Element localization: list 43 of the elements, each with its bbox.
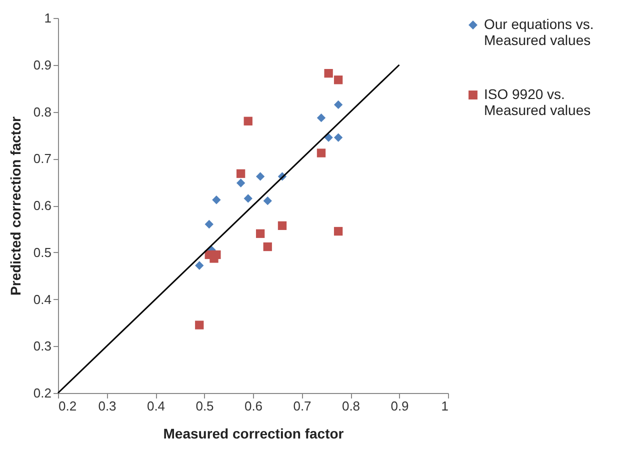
x-axis-title: Measured correction factor [163,426,344,442]
point [195,261,204,270]
x-tick-label: 1 [441,398,448,414]
point [236,169,246,178]
x-tick-label: 0.4 [146,398,166,414]
point [278,221,287,230]
x-tick-label: 0.2 [58,398,77,414]
y-tick-label: 0.9 [33,57,52,72]
point [212,250,221,260]
point [244,194,252,203]
x-tick-label: 0.3 [98,398,116,414]
point [195,320,204,330]
point [263,196,272,206]
x-tick-label: 0.6 [244,398,263,414]
x-tick-label: 0.9 [390,398,409,414]
y-tick-label: 0.4 [33,292,52,307]
point [256,229,265,238]
y-tick-label: 1 [44,10,52,26]
point [316,114,326,122]
point [212,196,221,204]
point [263,242,272,252]
point [334,133,343,142]
point [316,148,326,158]
point [256,172,265,181]
point [204,220,214,229]
y-tick-label: 0.5 [33,244,52,260]
point [334,76,343,84]
point [334,100,343,110]
legend-label: Our equations vs. Measured values [484,16,594,48]
point [324,68,333,78]
legend-label: ISO 9920 vs. Measured values [484,86,591,118]
y-tick-label: 0.6 [33,198,52,213]
point [244,116,252,126]
x-tick-label: 0.7 [293,398,312,414]
y-tick-label: 0.3 [33,338,52,354]
x-tick-label: 0.8 [342,398,360,414]
y-tick-label: 0.7 [33,151,52,166]
point [334,226,343,236]
y-axis-title: Predicted correction factor [7,116,24,296]
y-tick-label: 0.2 [33,386,52,400]
y-tick-label: 0.8 [33,104,52,120]
x-tick-label: 0.5 [196,398,214,414]
point [236,178,246,188]
